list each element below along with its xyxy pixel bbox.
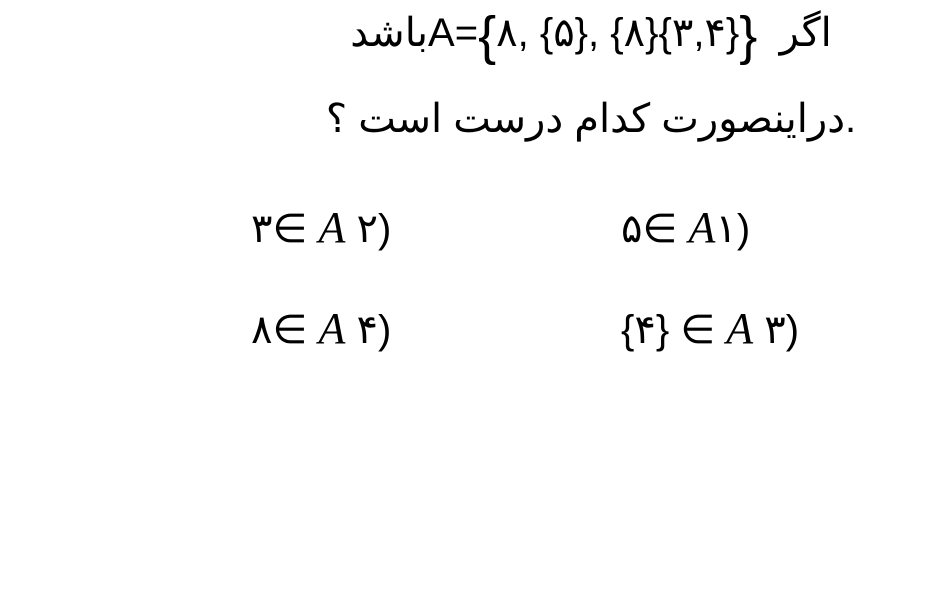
opt3-expr: {۴} ∈ [621, 308, 726, 352]
option-1: ۵∈ A۱) [621, 202, 931, 253]
setvar-A: A [726, 304, 753, 353]
opt2-expr: ۳∈ [251, 207, 318, 251]
setvar-A: A [318, 203, 345, 252]
opt4-expr: ۸∈ [251, 308, 318, 352]
setvar-A: A [688, 203, 715, 252]
brace-open: { [478, 6, 496, 66]
opt1-expr: ۵∈ [621, 207, 688, 251]
options-grid: ۵∈ A۱) ۳∈ A ۲) {۴} ∈ A ۳) ۸∈ A ۴) [231, 202, 951, 354]
q-prefix: اگر [768, 11, 831, 55]
opt2-num: ۲) [356, 207, 391, 251]
setvar-A: A [318, 304, 345, 353]
question-line-1: اگر A={۸, {۵}, {۸}{۳,۴}} باشد [231, 10, 951, 56]
question-block: اگر A={۸, {۵}, {۸}{۳,۴}} باشد .دراینصورت… [231, 10, 951, 354]
opt4-num: ۴) [356, 308, 391, 352]
q-suffix: باشد [350, 11, 428, 55]
opt3-num: ۳) [764, 308, 799, 352]
option-3: {۴} ∈ A ۳) [621, 303, 931, 354]
set-body: ۸, {۵}, {۸}{۳,۴} [496, 11, 739, 55]
opt1-num: ۱) [715, 207, 750, 251]
question-line-2: .دراینصورت کدام درست است ؟ [231, 96, 951, 142]
set-name: A= [428, 11, 478, 55]
set-definition: A={۸, {۵}, {۸}{۳,۴}} [428, 11, 768, 55]
option-2: ۳∈ A ۲) [251, 202, 561, 253]
option-4: ۸∈ A ۴) [251, 303, 561, 354]
brace-close: } [739, 6, 757, 66]
